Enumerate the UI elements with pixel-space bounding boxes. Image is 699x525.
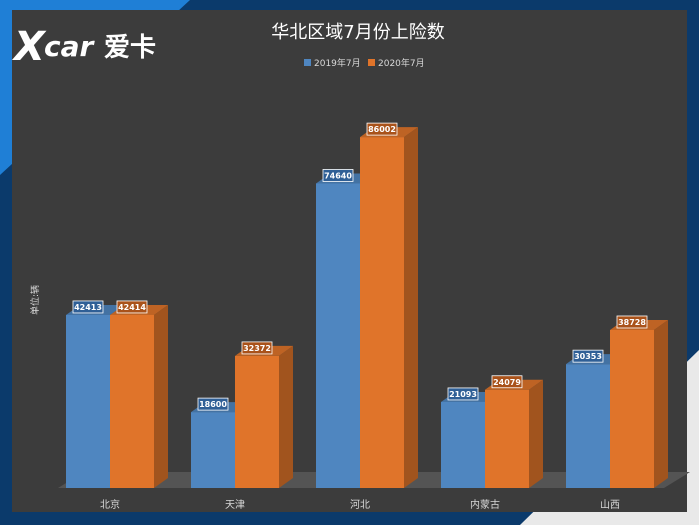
data-label-box xyxy=(197,397,229,411)
bar-side-face xyxy=(154,304,168,488)
bar-front-face xyxy=(316,183,360,488)
x-tick-label-4: 山西 xyxy=(600,499,620,511)
x-tick-labels: 北京 天津 河北 内蒙古 山西 xyxy=(100,498,620,511)
bars-layer: 42413 42414 18600 32372 74640 86002 21093 24079… xyxy=(66,122,668,488)
data-label-text: 86002 xyxy=(368,125,396,134)
bar-side-face xyxy=(404,127,418,488)
logo-car-glyph: car xyxy=(44,30,95,63)
data-label-text: 30353 xyxy=(574,352,602,361)
bar-2020-3 xyxy=(485,379,543,488)
bar-front-face xyxy=(566,364,610,488)
data-label-2019-3: 21093 xyxy=(447,387,479,401)
data-label-text: 74640 xyxy=(324,171,352,180)
legend-swatch-2020 xyxy=(368,59,375,66)
x-tick-label-0: 北京 xyxy=(100,498,120,511)
data-label-text: 42413 xyxy=(74,303,102,312)
data-label-box xyxy=(116,300,148,314)
data-label-box xyxy=(447,387,479,401)
xcar-logo: X car 爱卡 xyxy=(11,24,156,70)
legend-label-2020: 2020年7月 xyxy=(378,57,425,69)
bar-front-face xyxy=(66,314,110,488)
data-label-box xyxy=(322,169,354,182)
bar-2020-2 xyxy=(360,127,418,488)
legend-swatch-2019 xyxy=(304,59,311,66)
bar-front-face xyxy=(485,389,529,488)
data-label-2020-3: 24079 xyxy=(491,375,523,389)
data-label-2020-1: 32372 xyxy=(241,341,273,355)
bar-front-face xyxy=(235,355,279,488)
bar-2020-1 xyxy=(235,345,293,488)
bar-front-face xyxy=(110,314,154,488)
bar-side-face xyxy=(279,345,293,488)
bar-front-face xyxy=(191,412,235,488)
data-label-box xyxy=(572,349,604,363)
data-label-box xyxy=(366,122,398,136)
data-label-box xyxy=(491,375,523,389)
bar-side-face xyxy=(654,319,668,488)
data-label-2019-0: 42413 xyxy=(72,300,104,314)
bar-2020-0 xyxy=(110,304,168,488)
bar-side-face xyxy=(529,379,543,488)
chart-title: 华北区域7月份上险数 xyxy=(271,22,444,43)
bar-front-face xyxy=(360,137,404,488)
data-label-2020-4: 38728 xyxy=(616,315,648,329)
data-label-text: 38728 xyxy=(618,318,646,327)
x-tick-label-1: 天津 xyxy=(225,499,245,511)
data-label-text: 24079 xyxy=(493,378,521,387)
logo-x-glyph: X xyxy=(11,24,47,70)
bar-front-face xyxy=(610,329,654,488)
x-tick-label-2: 河北 xyxy=(350,499,370,511)
data-label-2020-2: 86002 xyxy=(366,122,398,136)
data-label-2019-2: 74640 xyxy=(322,169,354,182)
bar-2020-4 xyxy=(610,319,668,488)
data-label-text: 32372 xyxy=(243,344,271,353)
data-label-box xyxy=(616,315,648,329)
bar-front-face xyxy=(441,401,485,488)
data-label-box xyxy=(241,341,273,355)
data-label-text: 18600 xyxy=(199,400,227,409)
legend: 2019年7月 2020年7月 xyxy=(304,57,425,69)
x-tick-label-3: 内蒙古 xyxy=(470,498,500,511)
data-label-2019-1: 18600 xyxy=(197,397,229,411)
data-label-text: 21093 xyxy=(449,390,477,399)
data-label-box xyxy=(72,300,104,314)
data-label-text: 42414 xyxy=(118,303,146,312)
data-label-2020-0: 42414 xyxy=(116,300,148,314)
data-label-2019-4: 30353 xyxy=(572,349,604,363)
y-axis-label: 单位:辆 xyxy=(29,285,41,315)
legend-label-2019: 2019年7月 xyxy=(314,57,361,69)
logo-chinese-glyph: 爱卡 xyxy=(104,33,156,63)
